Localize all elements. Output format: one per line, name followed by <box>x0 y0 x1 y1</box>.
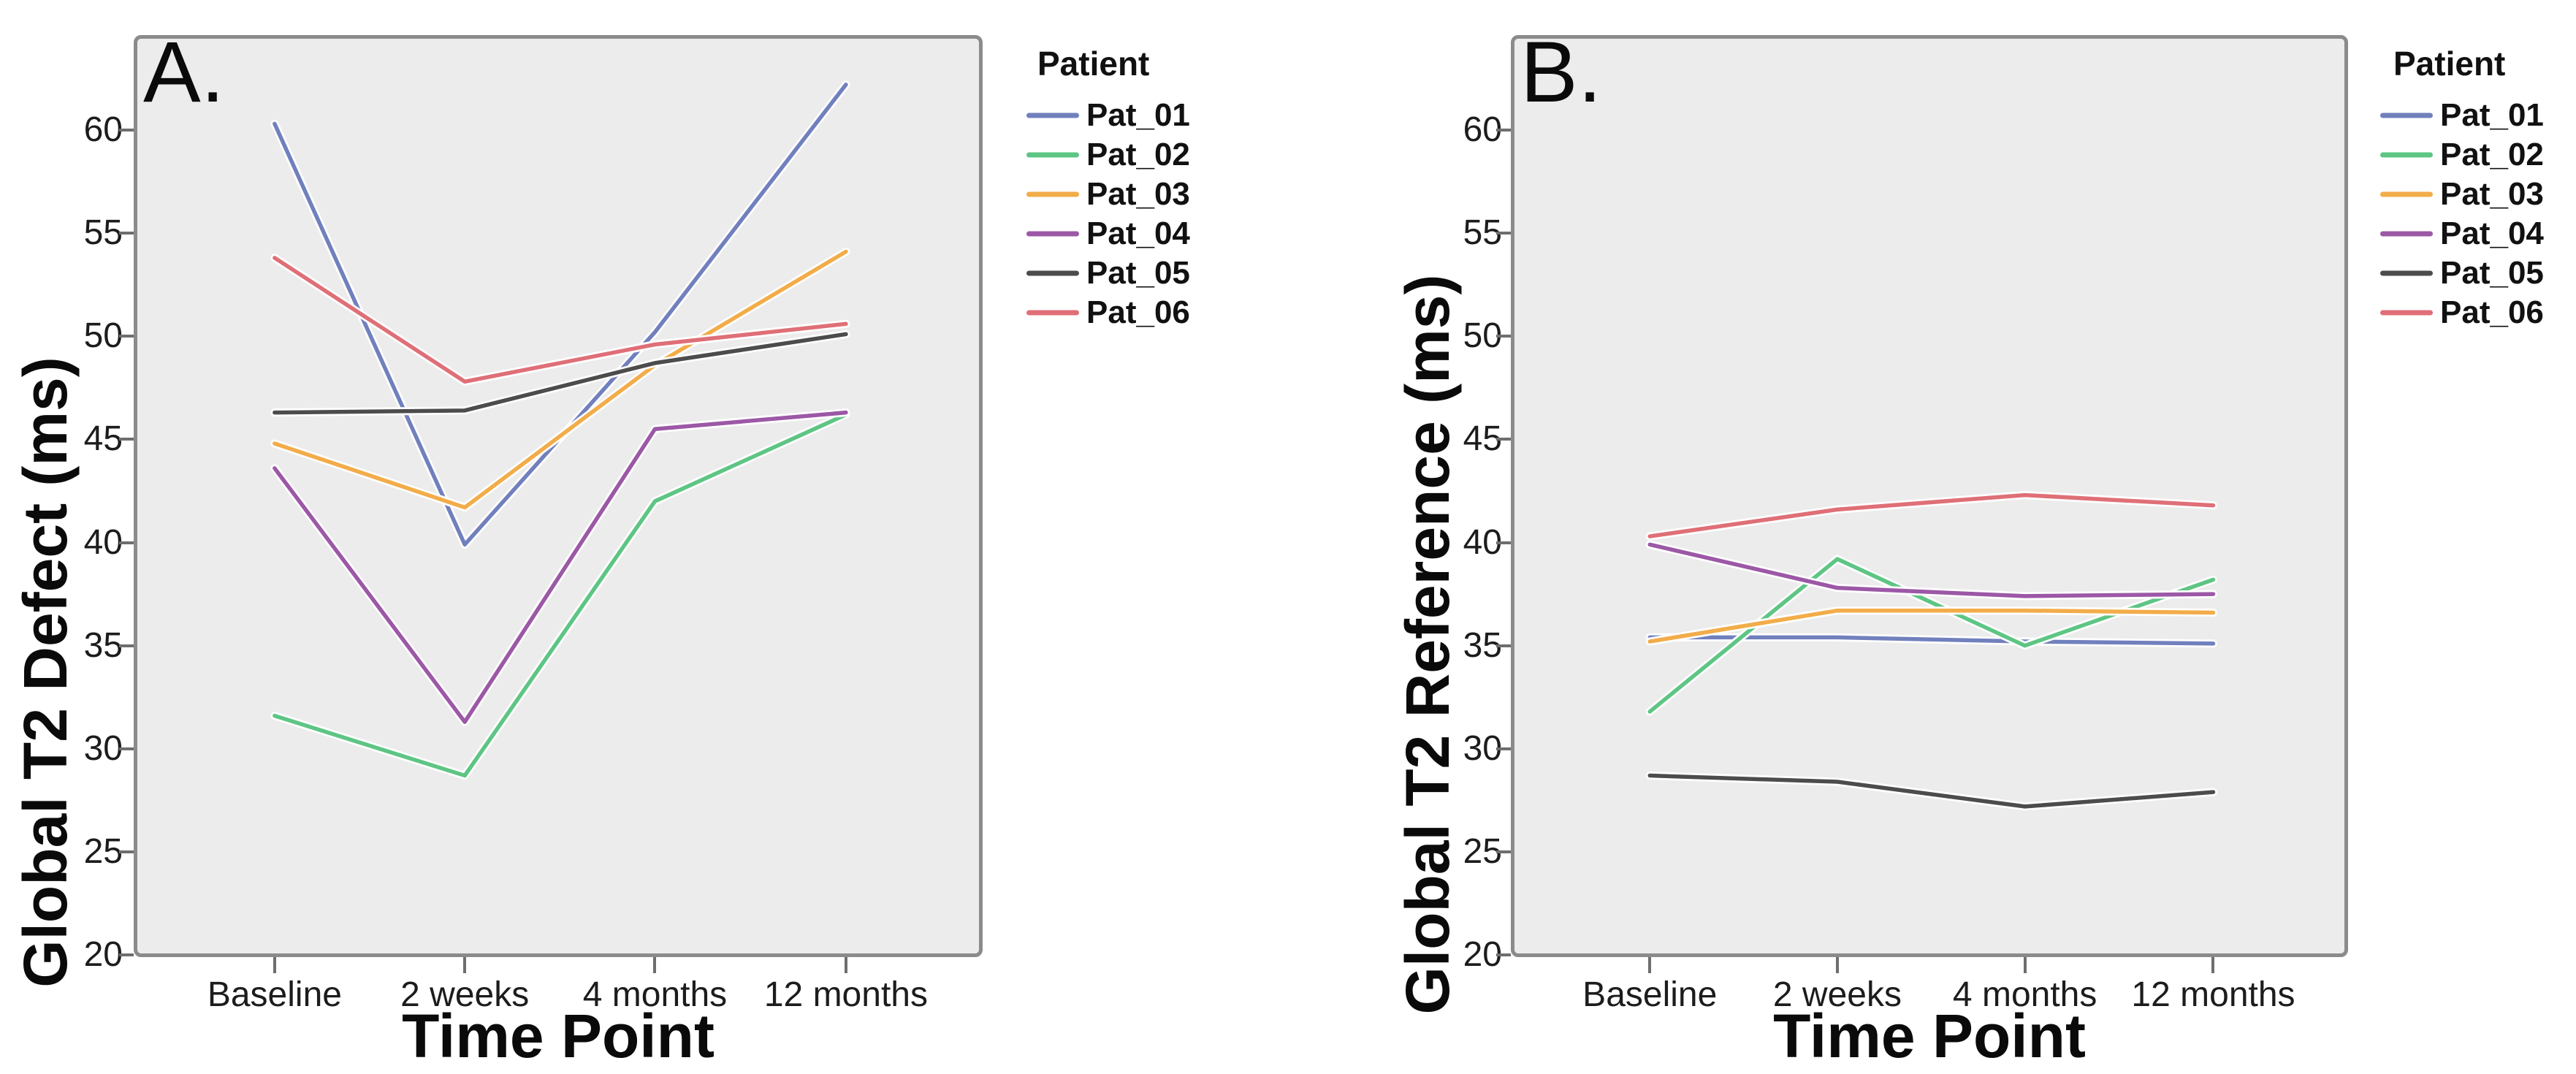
legend-label-a-pat_02: Pat_02 <box>1086 137 1190 172</box>
series-casing-b-pat_04 <box>1645 540 2217 601</box>
y-tick-label-b-45: 45 <box>1463 419 1502 459</box>
x-tick-label-a-2: 4 months <box>582 975 728 1014</box>
series-line-b-pat_06 <box>1647 492 2216 538</box>
y-tick-mark-a <box>119 747 134 750</box>
x-tick-label-b-0: Baseline <box>1582 975 1718 1014</box>
series-lines-b <box>1645 491 2217 811</box>
x-tick-label-a-0: Baseline <box>207 975 342 1014</box>
y-tick-mark-a <box>119 850 134 853</box>
x-tick-label-a-3: 12 months <box>763 975 928 1014</box>
y-tick-mark-b <box>1496 438 1511 441</box>
legend-label-b-pat_03: Pat_03 <box>2440 176 2544 212</box>
y-tick-mark-a <box>119 438 134 441</box>
y-tick-label-a-35: 35 <box>83 625 123 665</box>
legend-label-b-pat_02: Pat_02 <box>2440 137 2544 172</box>
y-tick-mark-a <box>119 644 134 647</box>
x-tick-mark-b <box>1835 957 1839 973</box>
x-tick-label-b-2: 4 months <box>1952 975 2097 1014</box>
legend-swatch-b-pat_06 <box>2380 310 2433 316</box>
legend-swatch-b-pat_04 <box>2380 231 2433 237</box>
series-line-a-pat_03 <box>273 249 848 510</box>
y-tick-mark-b <box>1496 747 1511 750</box>
x-axis-title-a: Time Point <box>402 1002 715 1070</box>
y-tick-label-a-50: 50 <box>83 316 123 356</box>
legend-swatch-a-pat_04 <box>1026 231 1079 237</box>
y-tick-mark-b <box>1496 850 1511 853</box>
series-line-a-pat_06 <box>273 256 848 384</box>
legend-label-a-pat_04: Pat_04 <box>1086 216 1190 251</box>
panel-label-a: A. <box>143 24 225 121</box>
legend-label-b-pat_05: Pat_05 <box>2440 255 2544 291</box>
series-line-b-pat_03 <box>1647 608 2216 644</box>
y-tick-mark-b <box>1496 644 1511 647</box>
y-tick-label-b-50: 50 <box>1463 316 1502 356</box>
legend-label-a-pat_05: Pat_05 <box>1086 255 1190 291</box>
legend-swatch-b-pat_03 <box>2380 191 2433 197</box>
x-tick-mark-a <box>653 957 657 973</box>
x-tick-mark-b <box>2023 957 2027 973</box>
y-tick-label-a-30: 30 <box>83 728 123 768</box>
x-tick-label-b-3: 12 months <box>2131 975 2295 1014</box>
legend-label-b-pat_04: Pat_04 <box>2440 216 2544 251</box>
y-tick-label-b-55: 55 <box>1463 213 1502 253</box>
y-tick-mark-b <box>1496 335 1511 338</box>
legend-label-b-pat_06: Pat_06 <box>2440 294 2544 330</box>
y-tick-label-b-40: 40 <box>1463 522 1502 562</box>
series-line-b-pat_05 <box>1647 773 2216 809</box>
y-tick-label-b-35: 35 <box>1463 625 1502 665</box>
legend-swatch-a-pat_02 <box>1026 152 1079 158</box>
x-tick-mark-b <box>2211 957 2215 973</box>
y-tick-mark-a <box>119 953 134 957</box>
y-tick-mark-a <box>119 541 134 544</box>
legend-swatch-a-pat_05 <box>1026 270 1079 276</box>
y-tick-label-a-25: 25 <box>83 832 123 871</box>
y-tick-mark-a <box>119 128 134 132</box>
series-line-b-pat_04 <box>1647 542 2216 598</box>
legend-label-a-pat_06: Pat_06 <box>1086 294 1190 330</box>
series-line-a-pat_02 <box>273 412 848 778</box>
x-tick-mark-a <box>844 957 847 973</box>
legend-swatch-b-pat_02 <box>2380 152 2433 158</box>
legend-title-b: Patient <box>2393 45 2506 83</box>
series-casing-a-pat_04 <box>270 408 850 726</box>
series-line-a-pat_05 <box>273 332 848 415</box>
y-tick-label-a-45: 45 <box>83 419 123 459</box>
legend-label-a-pat_03: Pat_03 <box>1086 176 1190 212</box>
x-tick-mark-b <box>1648 957 1652 973</box>
legend-swatch-a-pat_03 <box>1026 191 1079 197</box>
series-casing-a-pat_03 <box>270 247 850 512</box>
x-tick-mark-a <box>273 957 276 973</box>
series-lines-a <box>270 80 850 780</box>
legend-swatch-a-pat_06 <box>1026 310 1079 316</box>
legend-label-a-pat_01: Pat_01 <box>1086 97 1190 133</box>
plot-area-a <box>134 35 983 957</box>
legend-swatch-b-pat_05 <box>2380 270 2433 276</box>
y-tick-mark-b <box>1496 232 1511 235</box>
y-tick-label-a-55: 55 <box>83 213 123 253</box>
y-tick-label-a-60: 60 <box>83 110 123 149</box>
y-tick-mark-a <box>119 335 134 338</box>
x-tick-label-a-1: 2 weeks <box>400 975 530 1014</box>
y-tick-label-b-25: 25 <box>1463 832 1502 871</box>
y-tick-mark-b <box>1496 541 1511 544</box>
y-tick-mark-a <box>119 232 134 235</box>
y-tick-label-b-20: 20 <box>1463 935 1502 975</box>
y-tick-label-b-30: 30 <box>1463 728 1502 768</box>
y-tick-mark-b <box>1496 953 1511 957</box>
y-tick-label-a-40: 40 <box>83 522 123 562</box>
x-tick-label-b-1: 2 weeks <box>1772 975 1902 1014</box>
legend-label-b-pat_01: Pat_01 <box>2440 97 2544 133</box>
x-tick-mark-a <box>463 957 467 973</box>
legend-swatch-b-pat_01 <box>2380 113 2433 118</box>
panel-label-b: B. <box>1520 24 1602 121</box>
plot-area-b <box>1511 35 2348 957</box>
x-axis-title-b: Time Point <box>1773 1002 2086 1070</box>
y-tick-mark-b <box>1496 128 1511 132</box>
series-line-a-pat_04 <box>273 410 848 724</box>
y-tick-label-b-60: 60 <box>1463 110 1502 149</box>
legend-title-a: Patient <box>1037 45 1150 83</box>
legend-swatch-a-pat_01 <box>1026 113 1079 118</box>
y-tick-label-a-20: 20 <box>83 935 123 975</box>
